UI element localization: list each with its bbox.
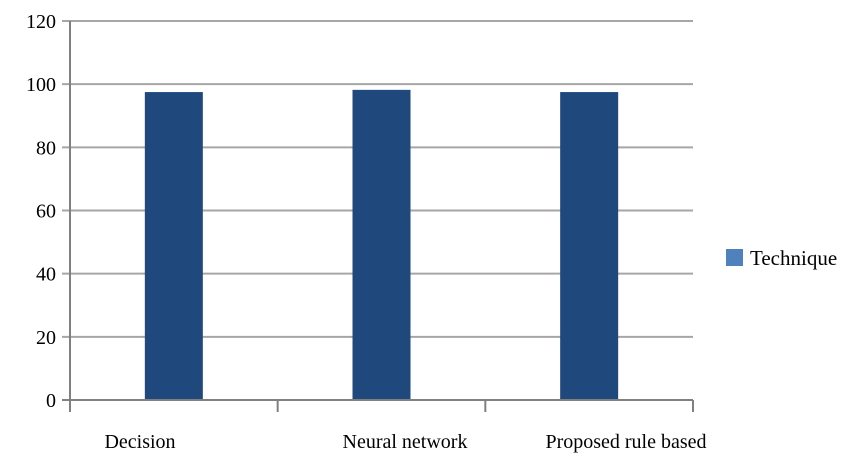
y-tick-label: 20 (36, 327, 56, 349)
bar-decision (144, 92, 203, 400)
y-tick-label: 0 (46, 390, 56, 412)
axes (62, 21, 693, 412)
y-tick-label: 60 (36, 201, 56, 223)
category-label: Decision (104, 431, 175, 453)
y-tick-label: 40 (36, 264, 56, 286)
category-label: Neural network (343, 431, 468, 453)
legend-swatch (726, 249, 743, 266)
legend: Technique (726, 246, 837, 270)
bar-proposed-rule-based (560, 92, 619, 400)
category-labels: Decision Neural network Proposed rule base… (104, 431, 706, 453)
y-tick-label: 100 (26, 74, 56, 96)
bars (144, 89, 619, 400)
y-tick-label: 80 (36, 137, 56, 159)
bar-neural-network (352, 89, 411, 400)
y-tick-label: 120 (26, 11, 56, 33)
category-label: Proposed rule based (545, 431, 706, 453)
legend-label-technique: Technique (750, 246, 837, 270)
y-tick-labels: 0 20 40 60 80 100 120 (26, 11, 56, 412)
x-tick-marks (69, 400, 694, 412)
